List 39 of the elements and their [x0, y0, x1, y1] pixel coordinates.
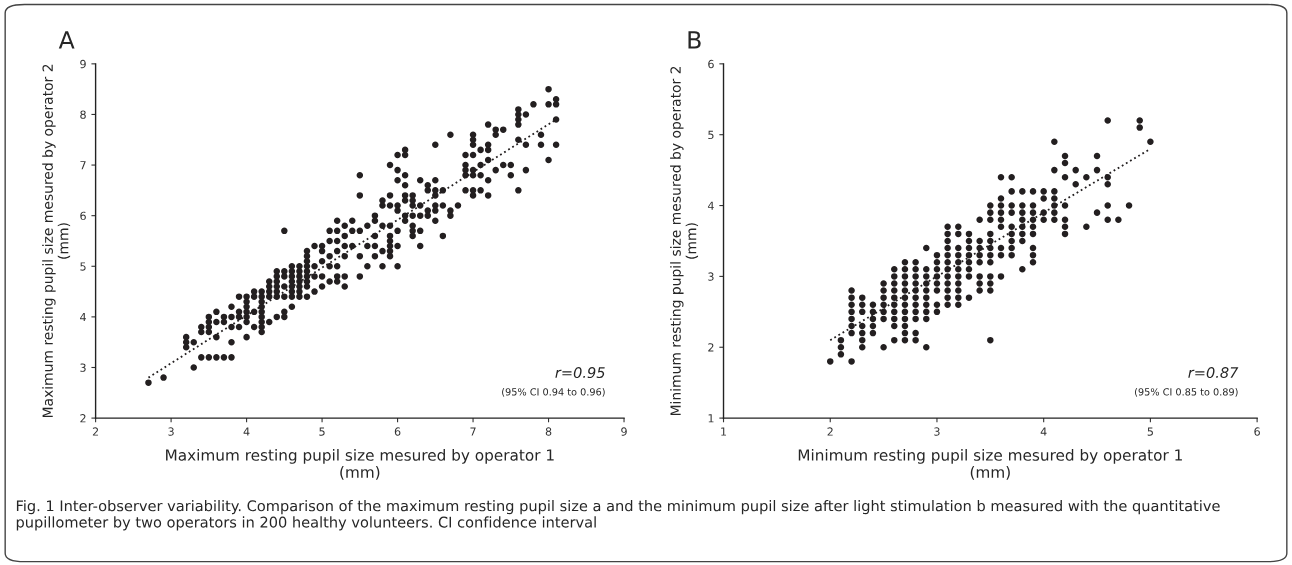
chart-title: B [688, 31, 701, 49]
y-tick-label: 9 [80, 59, 86, 69]
x-tick-label: 8 [545, 427, 552, 436]
y-tick-label: 8 [80, 110, 86, 119]
caption: Fig. 1 Inter-observer variability. Comparison of the maximum resting pupil size a and the minimum pupil size after light stimulation b measured with the quantitative pupillometer by two operators in 200 healthy volunteers. CI confidence interval [16, 500, 1220, 531]
x-tick-label: 3 [168, 427, 174, 436]
y-tick-label: 5 [708, 130, 714, 140]
y-tick-label: 6 [708, 59, 714, 69]
x-tick-label: 5 [319, 427, 325, 436]
y-tick-label: 3 [708, 272, 714, 281]
y-tick-label: 4 [80, 313, 86, 322]
chart-title: A [58, 31, 75, 49]
y-tick-label: 7 [80, 161, 86, 170]
y-tick-label: 4 [707, 201, 714, 210]
annotation: r=0.87 [1188, 367, 1239, 379]
y-tick-label: 5 [80, 262, 86, 271]
x-tick-label: 2 [827, 427, 833, 436]
x-axis-title: Maximum resting pupil size mesured by operator 1 (mm) [166, 448, 554, 480]
annotation: r=0.95 [555, 367, 605, 379]
y-tick-label: 3 [80, 363, 86, 372]
annotation: (95% CI 0.94 to 0.96) [502, 388, 605, 397]
x-tick-label: 6 [394, 427, 401, 436]
y-axis-title: Maximum resting pupil size mesured by operator 2 (mm) [42, 64, 71, 418]
y-axis-title: Minimum resting pupil size mesured by operator 2 (mm) [670, 66, 699, 416]
x-tick-label: 1 [721, 427, 727, 436]
x-tick-label: 6 [1254, 427, 1260, 436]
y-tick-label: 2 [708, 343, 714, 352]
y-tick-label: 1 [708, 414, 714, 423]
x-tick-label: 4 [243, 427, 250, 436]
x-axis-title: Minimum resting pupil size mesured by operator 1 (mm) [798, 448, 1182, 480]
x-tick-label: 2 [92, 427, 99, 436]
x-tick-label: 7 [470, 427, 476, 436]
x-tick-label: 4 [1040, 427, 1047, 436]
y-tick-label: 6 [80, 211, 86, 221]
annotation: (95% CI 0.85 to 0.89) [1135, 388, 1238, 397]
y-tick-label: 2 [80, 414, 86, 423]
x-tick-label: 5 [1147, 427, 1153, 436]
x-tick-label: 9 [621, 427, 627, 436]
x-tick-label: 3 [934, 427, 940, 436]
